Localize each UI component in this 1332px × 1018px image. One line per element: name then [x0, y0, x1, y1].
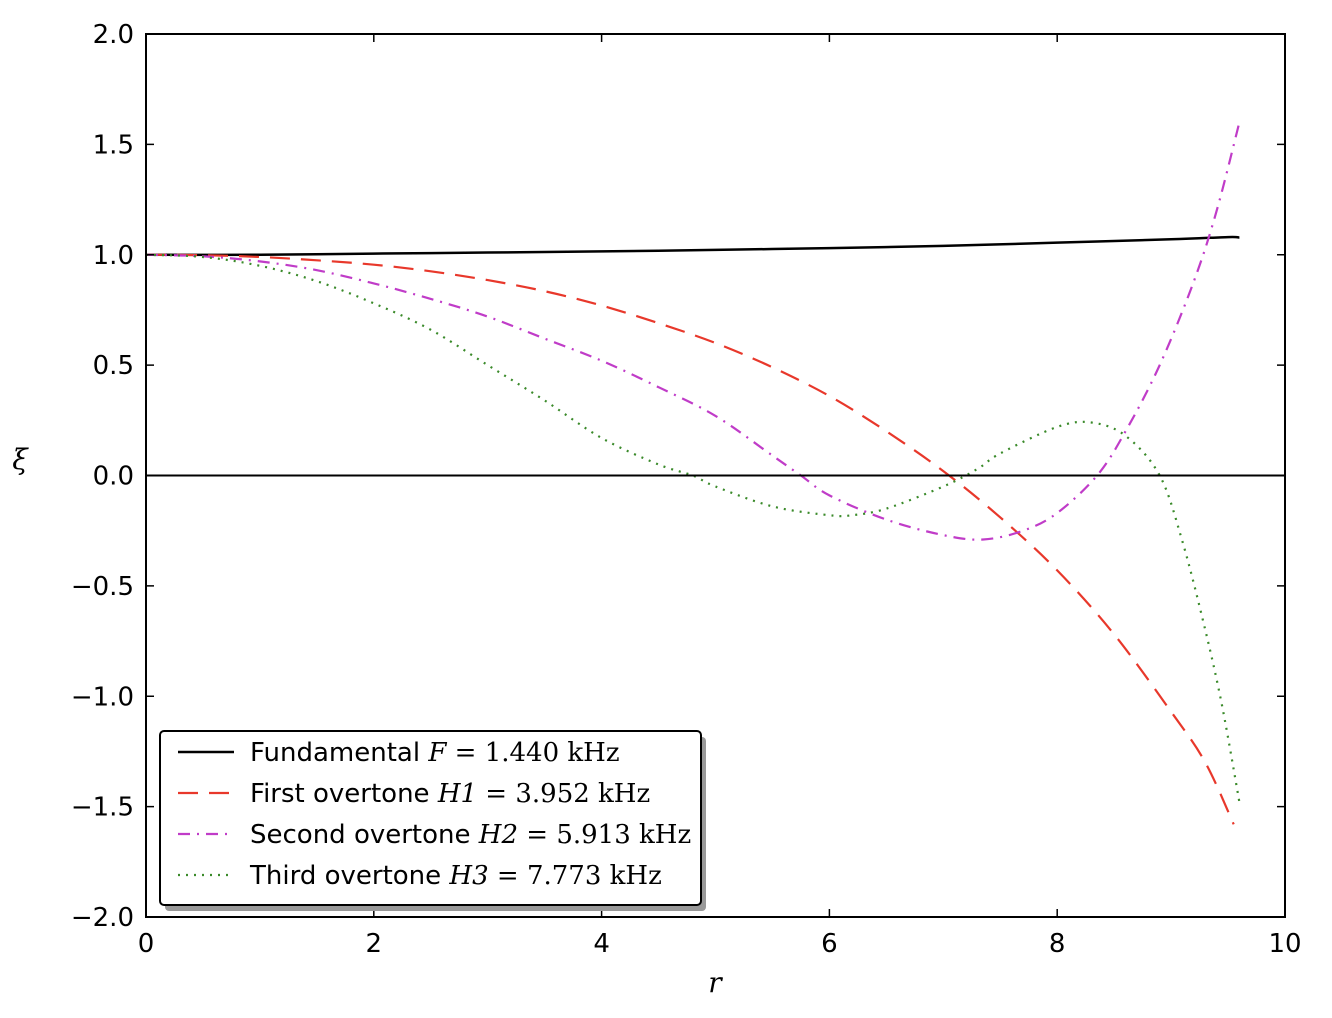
legend-box	[159, 730, 702, 906]
legend-label-1: Fundamental F = 1.440 kHz	[250, 738, 620, 768]
x-tick-label: 8	[1049, 929, 1066, 959]
y-axis-label: ξ	[12, 443, 29, 476]
series-line-3	[145, 122, 1241, 541]
legend-label-3: Second overtone H2 = 5.913 kHz	[250, 820, 691, 850]
legend-label-2: First overtone H1 = 3.952 kHz	[250, 779, 650, 809]
y-tick-label: −1.0	[71, 682, 134, 712]
series-layer	[145, 122, 1241, 825]
x-tick-label: 0	[138, 929, 155, 959]
y-tick-label: −1.5	[71, 793, 134, 823]
y-tick-label: 1.5	[93, 130, 134, 160]
y-tick-label: −0.5	[71, 572, 134, 602]
series-line-2	[145, 253, 1235, 825]
ticks-layer: 0 2 4 6 8 10 2.0 1.5 1.0 0.5 0.0 −0.5 −1.0 −1.5 −2.0	[71, 20, 1302, 959]
y-tick-label: −2.0	[71, 903, 134, 933]
x-tick-label: 6	[821, 929, 838, 959]
x-tick-label: 10	[1268, 929, 1301, 959]
legend-label-4: Third overtone H3 = 7.773 kHz	[249, 861, 662, 891]
x-tick-label: 2	[366, 929, 383, 959]
legend-entries: Fundamental F = 1.440 kHz First overtone …	[178, 738, 691, 891]
y-tick-label: 1.0	[93, 241, 134, 271]
y-tick-label: 0.5	[93, 351, 134, 381]
x-axis-label: r	[708, 966, 723, 999]
series-line-1	[145, 235, 1240, 257]
series-line-4	[145, 253, 1241, 803]
legend: Fundamental F = 1.440 kHz First overtone …	[159, 730, 706, 911]
y-tick-label: 2.0	[93, 20, 134, 50]
x-tick-label: 4	[593, 929, 610, 959]
y-tick-label: 0.0	[93, 462, 134, 492]
